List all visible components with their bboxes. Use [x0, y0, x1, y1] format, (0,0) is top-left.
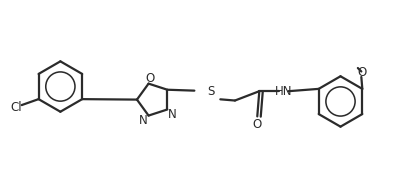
Text: S: S: [207, 85, 214, 98]
Text: O: O: [145, 72, 154, 85]
Text: Cl: Cl: [10, 101, 22, 114]
Text: N: N: [139, 114, 148, 127]
Text: O: O: [253, 118, 262, 131]
Text: O: O: [357, 67, 366, 80]
Text: N: N: [168, 108, 177, 121]
Text: HN: HN: [275, 85, 292, 98]
